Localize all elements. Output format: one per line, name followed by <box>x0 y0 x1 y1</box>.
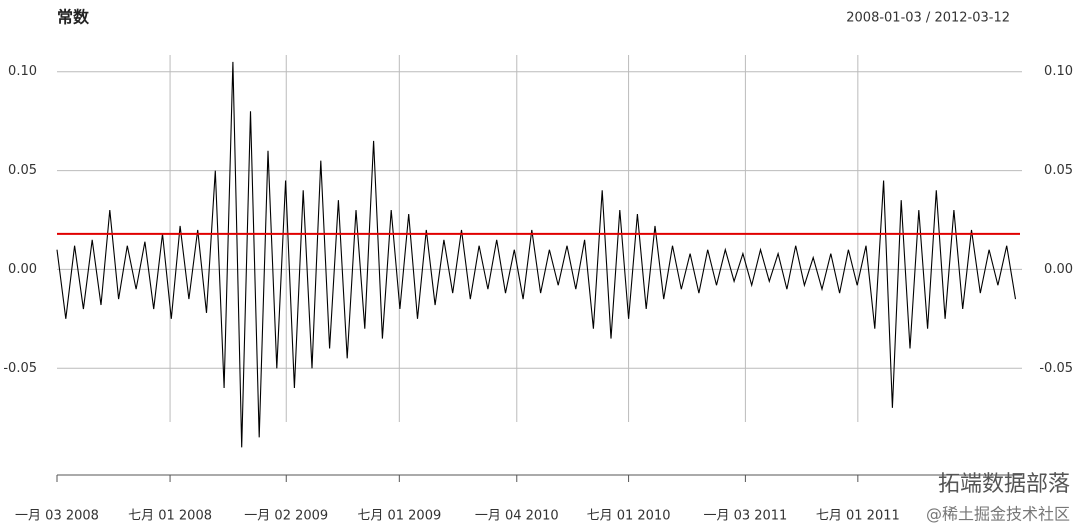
x-tick-label: 七月 01 2008 <box>128 509 212 524</box>
watermark: 拓端数据部落 <box>938 472 1070 497</box>
y-tick-label-right: 0.10 <box>1044 64 1073 79</box>
chart-subtitle: 2008-01-03 / 2012-03-12 <box>846 11 1010 26</box>
y-tick-label: 0.05 <box>8 163 37 178</box>
x-tick-label: 七月 01 2009 <box>357 509 441 524</box>
y-tick-label: 0.10 <box>8 64 37 79</box>
x-tick-label: 一月 03 2011 <box>703 509 787 524</box>
x-tick-label: 一月 03 2008 <box>15 509 99 524</box>
series-line <box>56 61 1017 448</box>
y-tick-label: -0.05 <box>3 361 37 376</box>
y-tick-label: 0.00 <box>8 262 37 277</box>
y-tick-label-right: 0.00 <box>1044 262 1073 277</box>
y-tick-label-right: 0.05 <box>1044 163 1073 178</box>
x-tick-label: 一月 04 2010 <box>475 509 559 524</box>
x-tick-label: 七月 01 2011 <box>816 509 900 524</box>
x-tick-label: 一月 02 2009 <box>244 509 328 524</box>
x-tick-label: 七月 01 2010 <box>587 509 671 524</box>
chart-title: 常数 <box>57 8 90 27</box>
watermark: @稀土掘金技术社区 <box>926 505 1070 524</box>
y-tick-label-right: -0.05 <box>1039 361 1073 376</box>
